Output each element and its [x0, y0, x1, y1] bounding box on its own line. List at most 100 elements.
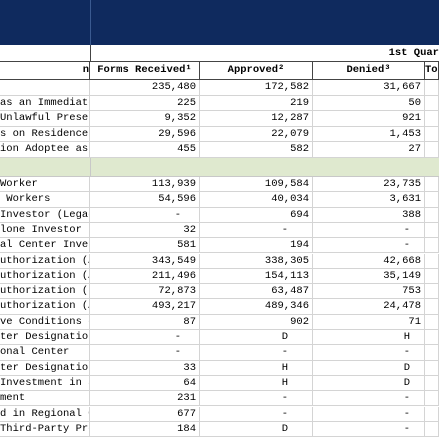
cell: 9,352: [90, 111, 200, 127]
row-label: al Center Investo: [0, 238, 90, 254]
cell: -: [200, 222, 313, 239]
row-label: uthorization (All: [0, 299, 90, 315]
cell: 71: [313, 314, 425, 330]
cell: 581: [90, 238, 200, 254]
cell: 113,939: [90, 177, 200, 193]
row-label: uthorization (DAC: [0, 284, 90, 300]
column-header: Tot: [425, 62, 439, 80]
row-label: d in Regional Cen: [0, 406, 90, 422]
cell: [425, 345, 439, 361]
cell: [425, 284, 439, 300]
cell: 33: [90, 360, 200, 376]
quarter-row: [0, 45, 439, 62]
column-header: Denied³: [313, 62, 425, 80]
cell: 489,346: [200, 299, 313, 315]
cell: 235,480: [90, 80, 200, 96]
cell: 31,667: [313, 80, 425, 96]
row-label: [0, 80, 90, 96]
cell: 40,034: [200, 192, 313, 208]
cell: D: [313, 375, 425, 392]
quarter-divider: [90, 45, 91, 62]
cell: -: [313, 345, 425, 361]
cell: -: [90, 345, 200, 361]
row-label: uthorization (Ad: [0, 268, 90, 285]
cell: 72,873: [90, 284, 200, 300]
cell: [425, 375, 439, 392]
cell: 1,453: [313, 126, 425, 142]
cell: 63,487: [200, 284, 313, 300]
row-label: Workers: [0, 192, 90, 208]
cell: 64: [90, 375, 200, 392]
row-label: Third-Party Prom: [0, 421, 90, 438]
row-label: ve Conditions on: [0, 314, 90, 330]
cell: 753: [313, 284, 425, 300]
cell: 694: [200, 207, 313, 223]
cell: H: [200, 360, 313, 376]
row-label: s on Residence: [0, 126, 90, 142]
cell: 24,478: [313, 299, 425, 315]
cell: 219: [200, 95, 313, 111]
cell: -: [200, 345, 313, 361]
cell: [425, 253, 439, 269]
cell: 184: [90, 421, 200, 438]
cell: 154,113: [200, 268, 313, 285]
cell: [425, 142, 439, 158]
cell: H: [200, 375, 313, 392]
cell: -: [90, 207, 200, 223]
cell: -: [200, 391, 313, 407]
cell: [425, 268, 439, 285]
row-label: lone Investor: [0, 222, 90, 239]
cell: -: [313, 421, 425, 438]
row-label: Unlawful Presence: [0, 111, 90, 127]
cell: [425, 330, 439, 346]
cell: 32: [90, 222, 200, 239]
cell: 194: [200, 238, 313, 254]
cell: H: [313, 330, 425, 346]
row-label: uthorization (Asy: [0, 253, 90, 269]
cell: [425, 391, 439, 407]
cell: 455: [90, 142, 200, 158]
cell: 12,287: [200, 111, 313, 127]
cell: -: [313, 406, 425, 422]
cell: 211,496: [90, 268, 200, 285]
cell: [425, 299, 439, 315]
cell: [425, 80, 439, 96]
row-label: as an Immediate R: [0, 95, 90, 111]
cell: 23,735: [313, 177, 425, 193]
cell: [425, 192, 439, 208]
cell: 582: [200, 142, 313, 158]
cell: -: [90, 330, 200, 346]
row-label: ion Adoptee as an: [0, 142, 90, 158]
cell: [425, 111, 439, 127]
cell: 493,217: [90, 299, 200, 315]
cell: [425, 207, 439, 223]
row-label: Worker: [0, 177, 90, 193]
cell: [425, 95, 439, 111]
cell: 42,668: [313, 253, 425, 269]
column-header: Approved²: [200, 62, 313, 80]
cell: 35,149: [313, 268, 425, 285]
column-header: n: [0, 62, 90, 80]
cell: 921: [313, 111, 425, 127]
cell: 87: [90, 314, 200, 330]
cell: 50: [313, 95, 425, 111]
cell: 109,584: [200, 177, 313, 193]
section-divider: [90, 157, 91, 177]
cell: 902: [200, 314, 313, 330]
cell: -: [313, 391, 425, 407]
cell: 27: [313, 142, 425, 158]
cell: 338,305: [200, 253, 313, 269]
cell: -: [313, 222, 425, 239]
cell: D: [200, 421, 313, 438]
row-label: Investment in a C: [0, 375, 90, 392]
title-band: [0, 0, 439, 45]
section-band: [0, 157, 439, 177]
cell: 225: [90, 95, 200, 111]
column-header: Forms Received¹: [90, 62, 200, 80]
cell: D: [313, 360, 425, 376]
cell: [425, 360, 439, 376]
row-label: ment: [0, 391, 90, 407]
cell: 677: [90, 406, 200, 422]
title-band-divider: [90, 0, 91, 45]
